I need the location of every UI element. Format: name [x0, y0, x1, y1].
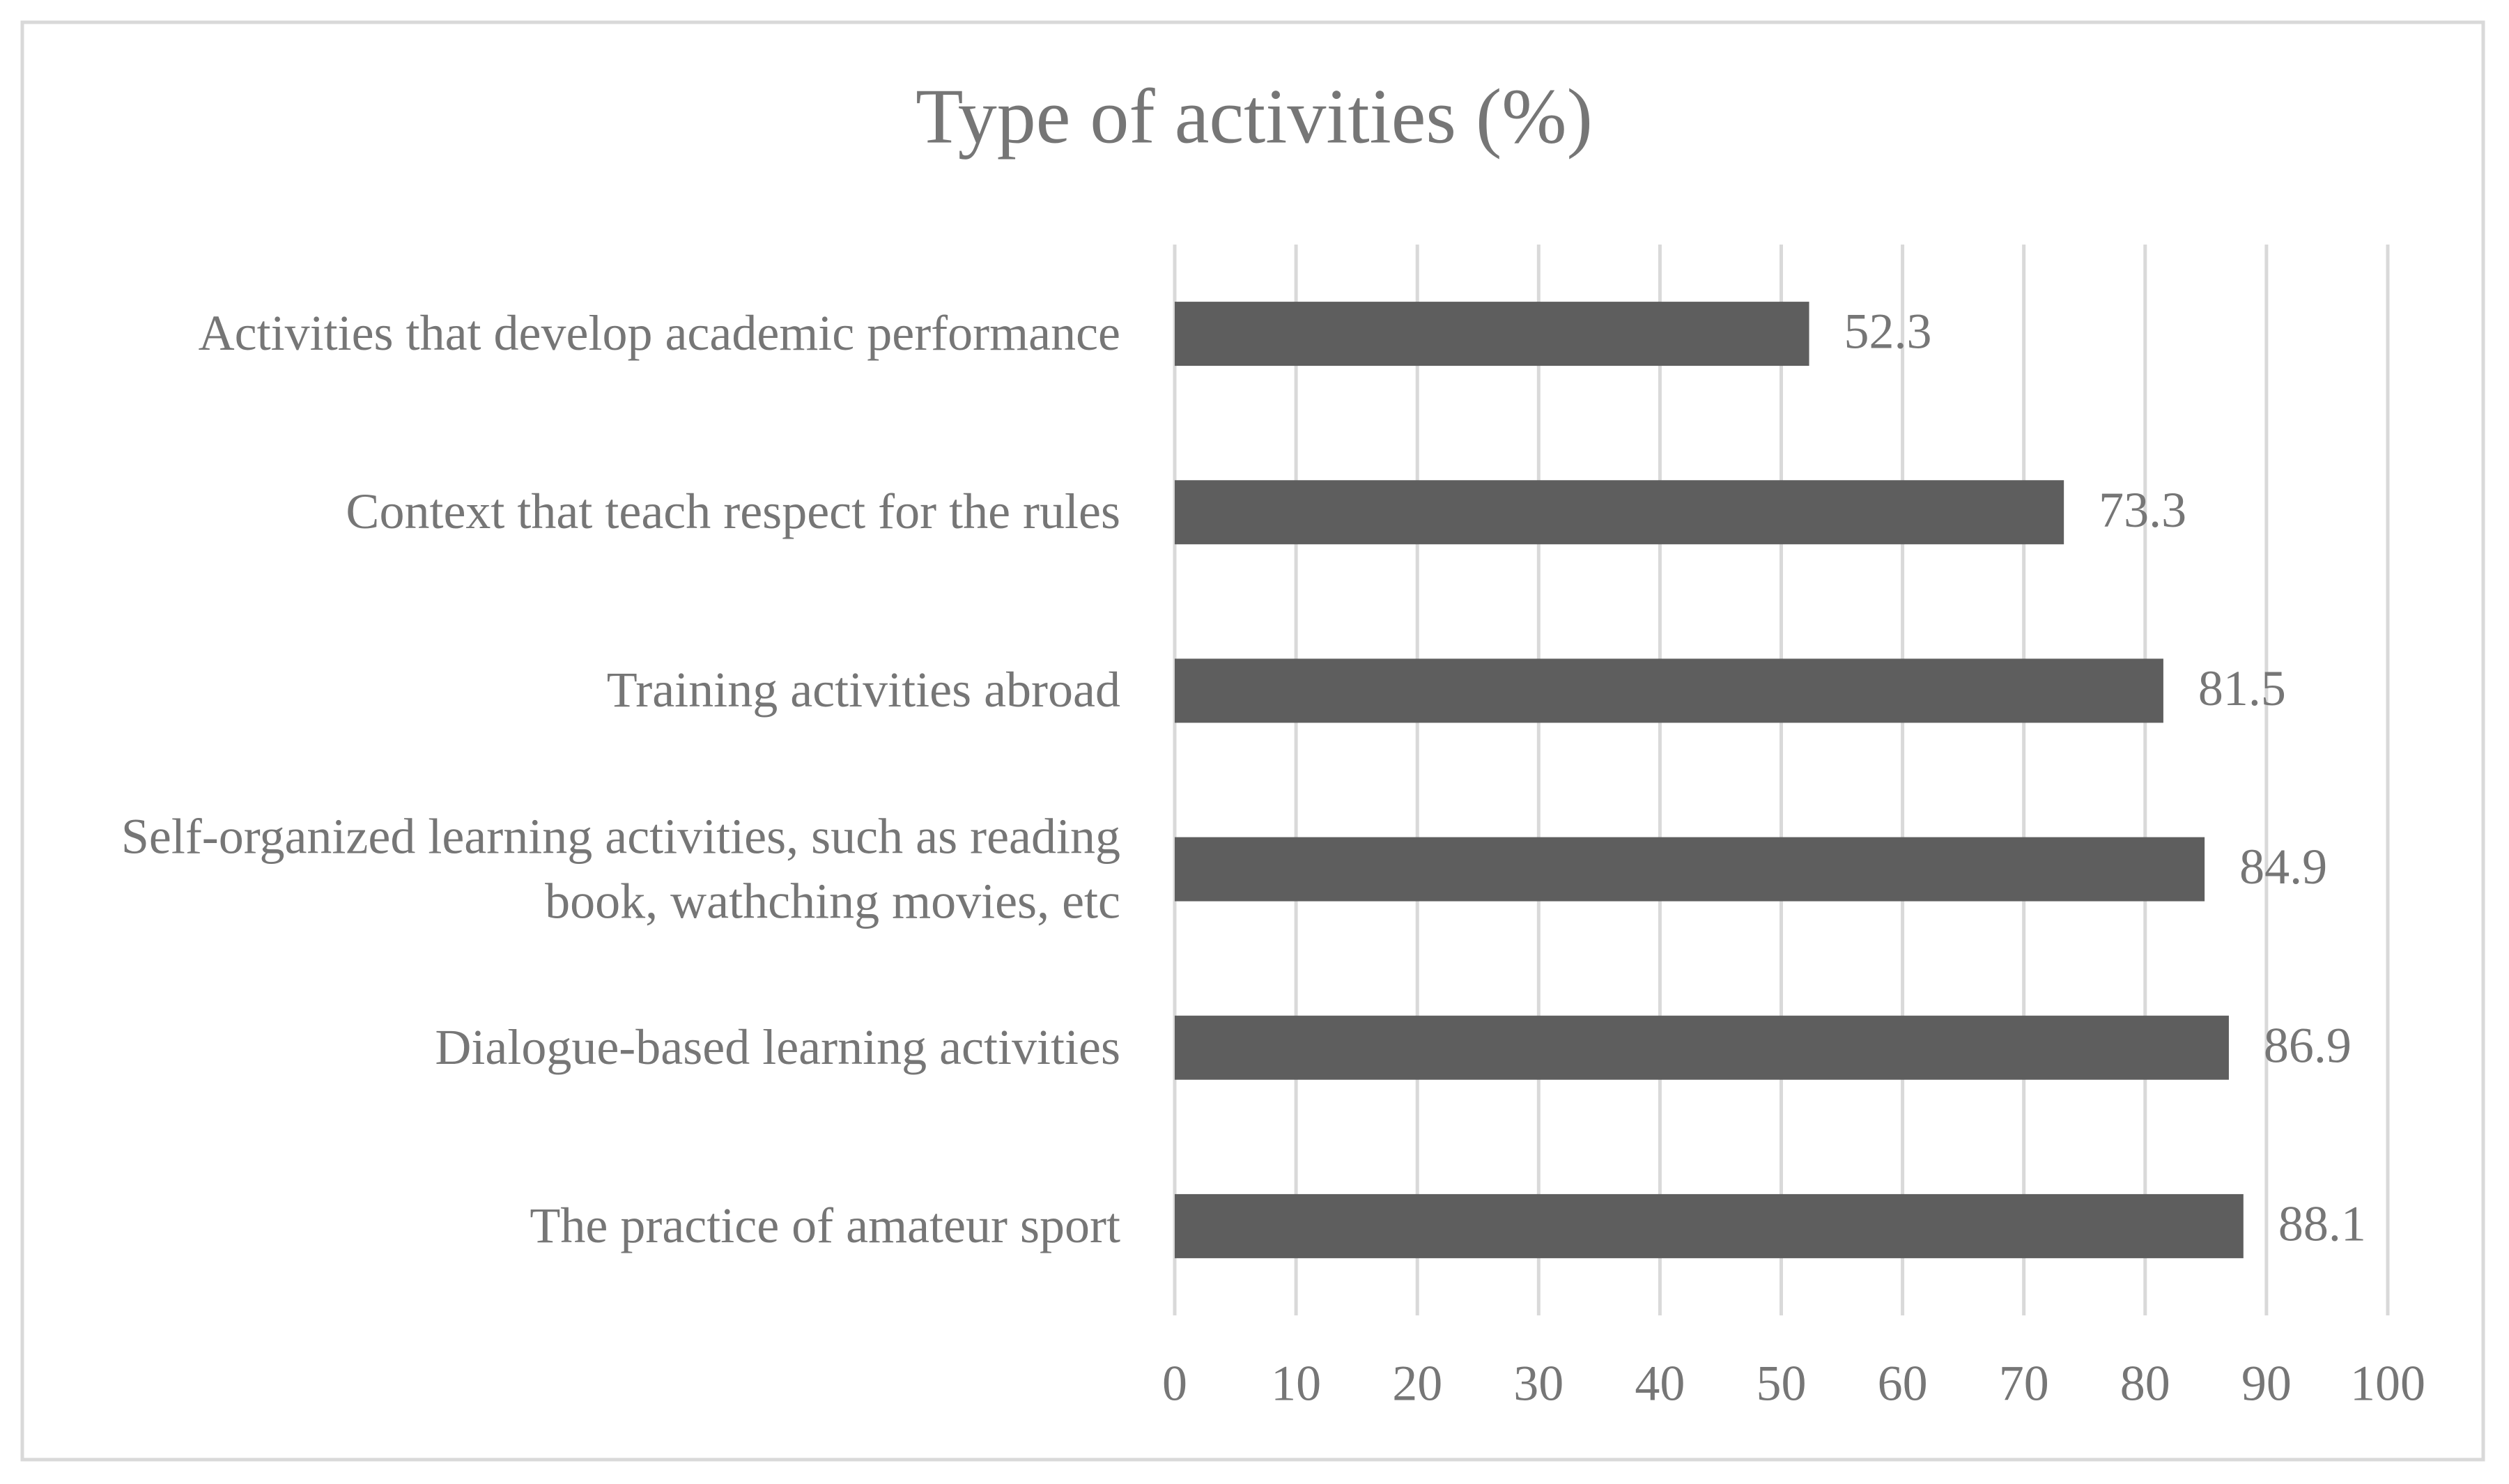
x-tick-label: 40	[1635, 1356, 1685, 1412]
data-label: 81.5	[2198, 660, 2286, 716]
y-tick-label: Activities that develop academic perform…	[198, 305, 1120, 362]
x-tick-label: 0	[1162, 1356, 1187, 1412]
y-tick-label: Self-organized learning activities, such…	[121, 807, 1120, 929]
y-tick-label: The practice of amateur sport	[530, 1198, 1120, 1254]
x-tick-label: 100	[2350, 1356, 2425, 1412]
bar	[1175, 1193, 2244, 1258]
chart-title: Type of activities (%)	[916, 74, 1593, 160]
x-tick-label: 50	[1757, 1356, 1807, 1412]
bar	[1175, 658, 2163, 723]
x-tick-label: 30	[1513, 1356, 1564, 1412]
data-label: 52.3	[1844, 304, 1932, 360]
data-label: 86.9	[2264, 1017, 2352, 1073]
bar	[1175, 837, 2205, 902]
y-tick-label: Dialogue-based learning activities	[435, 1019, 1120, 1075]
x-tick-label: 70	[1999, 1356, 2049, 1412]
chart-border	[20, 20, 2485, 1462]
y-tick-label: Context that teach respect for the rules	[346, 484, 1120, 540]
x-tick-label: 60	[1878, 1356, 1928, 1412]
bar	[1175, 1015, 2229, 1080]
x-tick-label: 20	[1392, 1356, 1442, 1412]
data-label: 73.3	[2099, 482, 2186, 538]
y-tick-label: Training activities abroad	[606, 662, 1120, 718]
x-tick-label: 90	[2241, 1356, 2292, 1412]
bar	[1175, 302, 1809, 366]
data-label: 84.9	[2239, 839, 2327, 895]
x-tick-label: 10	[1271, 1356, 1321, 1412]
data-label: 88.1	[2278, 1196, 2366, 1251]
x-tick-label: 80	[2120, 1356, 2170, 1412]
bar	[1175, 480, 2064, 545]
